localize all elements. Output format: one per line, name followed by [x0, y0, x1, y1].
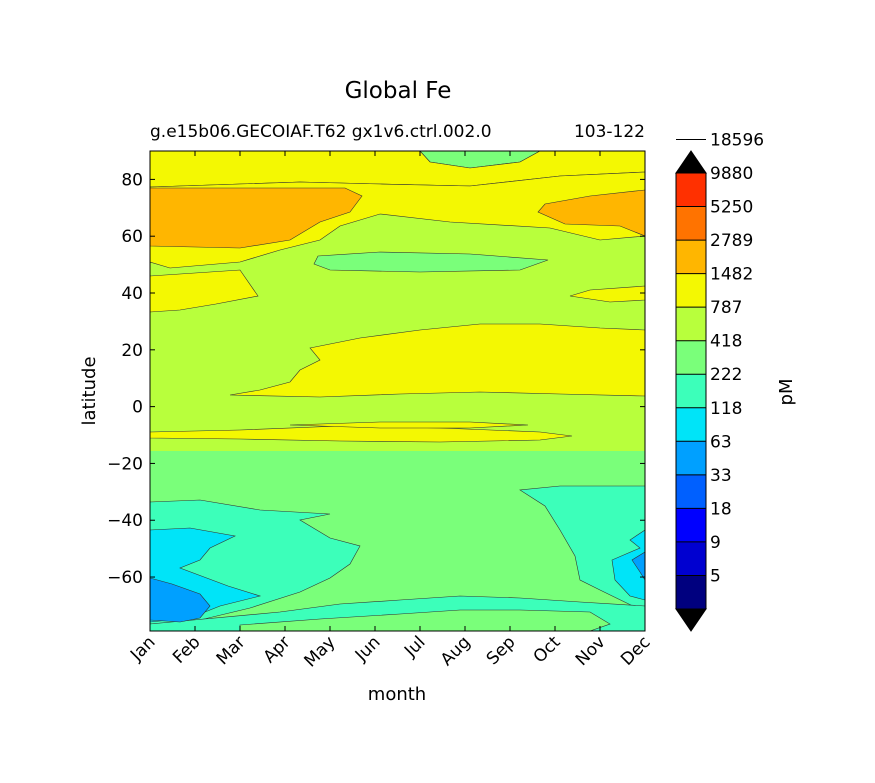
- x-tick-label: Jun: [351, 632, 385, 666]
- colorbar-segment: [676, 474, 706, 509]
- x-tick-label: Apr: [260, 632, 295, 667]
- colorbar-tick-label: 18596: [710, 130, 764, 150]
- y-tick-label: −60: [107, 568, 143, 588]
- y-tick-label: 60: [121, 227, 143, 247]
- colorbar-segment: [676, 206, 706, 241]
- chart-subtitle-right: 103-122: [574, 122, 645, 142]
- colorbar-tick-label: 5250: [710, 198, 753, 218]
- colorbar-tick-label: 33: [710, 466, 732, 486]
- colorbar-tick-label: 222: [710, 365, 742, 385]
- x-tick-label: Jan: [126, 632, 159, 665]
- colorbar-segment: [676, 508, 706, 542]
- y-axis-label: latitude: [79, 356, 100, 425]
- colorbar-segment: [676, 240, 706, 274]
- colorbar-segment: [676, 273, 706, 308]
- colorbar-tick-label: 63: [710, 432, 732, 452]
- plot-frame: [149, 150, 646, 632]
- colorbar-segment: [676, 340, 706, 375]
- region-midlat-yellow: [150, 269, 259, 313]
- region-southern-lowest-east: [631, 551, 645, 581]
- x-tick-label: Aug: [437, 632, 475, 670]
- region-southern-ocean-lowest: [150, 577, 211, 623]
- colorbar-tick-label: 2789: [710, 231, 753, 251]
- colorbar-segment: [676, 575, 706, 609]
- y-tick-label: 80: [121, 170, 143, 190]
- colorbar-tick-label: 18: [710, 499, 732, 519]
- colorbar-tick-label: 9: [710, 533, 721, 553]
- chart-subtitle-left: g.e15b06.GECOIAF.T62 gx1v6.ctrl.002.0: [150, 122, 492, 142]
- colorbar-segment: [676, 441, 706, 475]
- colorbar-extend-max: [675, 150, 707, 174]
- region-southern-ocean-low-east: [611, 529, 645, 601]
- region-midlat-patch: [313, 251, 549, 273]
- colorbar-segment: [676, 374, 706, 408]
- y-tick-label: 20: [121, 341, 143, 361]
- region-subarctic-high-east: [537, 189, 645, 237]
- colorbar-tick-label: 1482: [710, 265, 753, 285]
- colorbar-tick-label: 787: [710, 298, 742, 318]
- x-axis-label: month: [368, 684, 426, 705]
- colorbar-segment: [676, 407, 706, 442]
- x-tick-label: Nov: [572, 632, 610, 670]
- region-subarctic-high-west: [150, 187, 363, 249]
- x-tick-label: Oct: [530, 632, 565, 667]
- x-tick-label: May: [301, 632, 340, 671]
- region-equatorial-band: [150, 425, 573, 443]
- region-southern-east: [519, 485, 645, 613]
- y-ticks: 80 60 40 20 0 −20 −40 −60: [107, 170, 645, 588]
- colorbar: 5 9 18 33 63 118 222 418 787 1482 2789 5250 9880 1859…: [675, 130, 764, 632]
- x-tick-label: Sep: [483, 632, 520, 669]
- x-tick-label: Feb: [169, 632, 204, 667]
- y-tick-label: 0: [132, 398, 143, 418]
- x-tick-label: Jul: [400, 632, 429, 661]
- colorbar-tick-label: 118: [710, 399, 742, 419]
- y-tick-label: 40: [121, 284, 143, 304]
- chart-title: Global Fe: [345, 78, 452, 104]
- contour-field: [150, 151, 645, 631]
- colorbar-tick-label: 9880: [710, 164, 753, 184]
- x-tick-label: Mar: [213, 632, 250, 669]
- region-tropical-band: [229, 323, 645, 398]
- region-midlat-yellow-east: [569, 285, 645, 303]
- colorbar-segment: [676, 541, 706, 576]
- region-equatorial-thin: [289, 421, 529, 429]
- colorbar-label: pM: [776, 379, 797, 406]
- colorbar-segment: [676, 307, 706, 341]
- colorbar-tick-label: 5: [710, 566, 721, 586]
- y-tick-label: −20: [107, 454, 143, 474]
- y-tick-label: −40: [107, 511, 143, 531]
- x-tick-label: Dec: [617, 632, 654, 669]
- colorbar-segment: [676, 173, 706, 207]
- colorbar-extend-min: [675, 608, 707, 632]
- colorbar-tick-label: 418: [710, 332, 742, 352]
- region-southern-green-bottom: [239, 609, 611, 631]
